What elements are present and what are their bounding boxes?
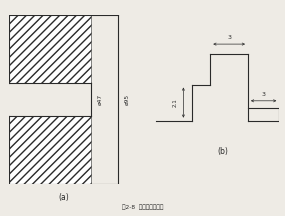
- Text: ø95: ø95: [124, 94, 129, 105]
- Text: 2.1: 2.1: [173, 98, 178, 107]
- Text: (b): (b): [217, 147, 228, 156]
- Bar: [9, 116, 91, 184]
- Text: (a): (a): [58, 193, 69, 202]
- Text: ø47: ø47: [98, 94, 103, 105]
- Bar: [9, 15, 91, 83]
- Text: 3: 3: [227, 35, 231, 40]
- Text: 图2-8  槽面螺纹截面图: 图2-8 槽面螺纹截面图: [122, 205, 163, 210]
- Text: 3: 3: [262, 92, 266, 97]
